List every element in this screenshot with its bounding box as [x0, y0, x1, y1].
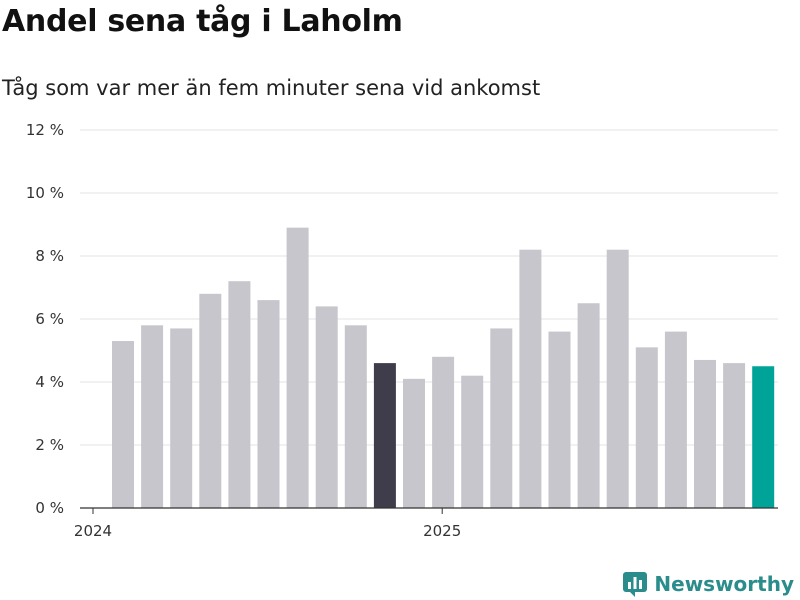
bar [286, 227, 309, 508]
y-tick-label: 12 % [26, 121, 64, 139]
newsworthy-logo: Newsworthy [622, 571, 794, 597]
bar [141, 325, 164, 508]
bar [228, 281, 251, 508]
bar [403, 378, 425, 508]
bar [432, 356, 455, 508]
y-tick-label: 2 % [35, 436, 64, 454]
bar [577, 303, 600, 508]
newsworthy-logo-icon [623, 572, 648, 597]
bar [490, 328, 513, 508]
y-tick-label: 0 % [35, 499, 64, 517]
bar [694, 359, 716, 508]
bar [170, 328, 193, 508]
bar [373, 363, 396, 508]
bar [664, 331, 687, 508]
bar-chart: 0 % 2 % 4 % 6 % 8 % 10 % 12 % 2024 2025 [26, 121, 778, 540]
bar [548, 331, 571, 508]
bar [315, 306, 338, 508]
bar [723, 363, 746, 508]
bar [752, 366, 775, 508]
x-tick-label: 2024 [74, 522, 112, 540]
bar [257, 300, 280, 508]
y-tick-label: 8 % [35, 247, 64, 265]
y-tick-label: 10 % [26, 184, 64, 202]
y-tick-label: 6 % [35, 310, 64, 328]
chart-title: Andel sena tåg i Laholm [2, 4, 403, 39]
chart-subtitle: Tåg som var mer än fem minuter sena vid … [2, 76, 541, 100]
x-tick-label: 2025 [423, 522, 461, 540]
bar [606, 249, 629, 508]
bar [199, 293, 222, 508]
bar [635, 347, 658, 508]
bar [112, 341, 134, 508]
bar [344, 325, 367, 508]
y-tick-label: 4 % [35, 373, 64, 391]
bar [461, 375, 484, 508]
bar [519, 249, 542, 508]
newsworthy-logo-text: Newsworthy [654, 572, 794, 596]
